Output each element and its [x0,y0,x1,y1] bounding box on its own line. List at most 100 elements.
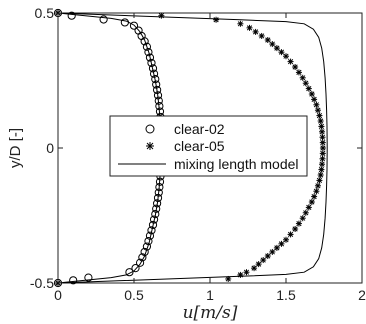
legend-label-mixing-length-model: mixing length model [174,156,299,172]
clear-02-point [152,204,161,213]
x-tick-label: 0.5 [124,287,144,303]
clear-02-point [125,268,134,277]
clear-05-point [295,220,302,227]
y-axis-label: y/D [-] [7,128,24,168]
clear-02-point [131,264,140,273]
clear-05-point [305,85,312,92]
clear-05-point [252,28,259,35]
clear-05-point [319,155,326,162]
clear-05-point [319,128,326,135]
clear-05-point [311,96,318,103]
clear-05-point [319,161,326,168]
clear-05-point [251,265,258,272]
clear-05-point [287,231,294,238]
clear-05-point [313,101,320,108]
data-markers [53,8,326,288]
clear-05-point [302,209,309,216]
y-tick-label: 0.5 [35,5,55,21]
clear-02-point [153,91,163,100]
clear-02-point [140,247,149,257]
clear-02-point [142,42,152,51]
clear-05-point [319,150,326,157]
clear-02-point [148,220,158,230]
clear-05-point [246,24,253,31]
x-tick-label: 1.5 [276,287,296,303]
y-tick-label: 0 [46,140,54,156]
clear-05-point [305,204,312,211]
x-axis-label: u[m/s] [183,303,238,323]
legend-marker-clear-02 [145,124,155,134]
clear-02-point [69,276,78,285]
clear-02-point [155,183,164,192]
clear-05-point [308,91,315,97]
clear-05-point [264,37,271,43]
clear-02-point [147,226,156,235]
clear-02-point [135,258,145,267]
clear-02-point [154,96,163,105]
clear-02-point [149,215,159,224]
clear-05-point [269,41,276,48]
clear-05-point [317,172,324,178]
clear-05-point [317,118,324,124]
clear-02-point [155,107,165,116]
clear-02-point [153,85,162,95]
clear-05-point [299,74,306,81]
legend-box [109,115,308,177]
legend-marker-clear-05 [146,142,154,150]
clear-02-point [144,237,153,246]
clear-05-point [278,49,285,56]
clear-05-point [314,107,321,114]
clear-02-point [148,64,158,73]
clear-02-point [151,75,160,84]
clear-05-point [273,244,280,251]
clear-05-point [316,112,323,119]
clear-02-point [67,11,76,20]
legend-label-clear-02: clear-02 [174,121,225,137]
clear-05-point [313,188,320,195]
clear-05-point [273,45,280,52]
clear-05-point [237,20,244,27]
clear-02-point [153,193,163,203]
clear-02-point [145,231,155,240]
clear-05-point [314,182,321,189]
clear-05-point [318,123,325,130]
clear-05-point [319,145,326,151]
clear-02-point [120,18,129,27]
clear-05-point [255,261,262,268]
clear-05-point [295,69,302,76]
clear-02-point [155,102,164,111]
clear-02-point [138,253,147,262]
x-tick-label: 1 [206,287,214,303]
clear-02-point [129,21,139,30]
clear-05-point [278,240,285,247]
clear-05-point [264,253,271,259]
clear-05-point [319,139,326,146]
clear-02-point [155,177,165,186]
clear-02-point [140,37,149,46]
axis-ticks: 0 0.5 1 1.5 2-0.500.5 [30,5,366,303]
clear-02-point [151,210,160,219]
clear-02-point [147,58,156,68]
clear-02-point [154,188,163,197]
clear-05-point [292,226,299,232]
clear-02-point [145,53,155,62]
clear-02-point [149,69,159,78]
mixing-length-model-curve [57,12,328,284]
clear-05-point [213,16,220,23]
clear-05-point [260,257,267,264]
legend: clear-02 clear-05 mixing length model [109,115,308,177]
clear-05-point [258,32,265,39]
clear-02-point [142,242,152,251]
clear-02-point [153,199,162,208]
y-tick-label: -0.5 [30,275,54,291]
legend-label-clear-05: clear-05 [174,138,225,154]
clear-05-point [158,12,165,19]
clear-05-point [243,269,250,276]
clear-05-point [308,199,315,205]
clear-02-point [152,80,161,89]
clear-05-point [283,53,289,60]
clear-02-point [144,48,153,57]
clear-05-point [292,64,299,70]
clear-05-point [302,80,309,87]
clear-02-point [84,273,93,282]
